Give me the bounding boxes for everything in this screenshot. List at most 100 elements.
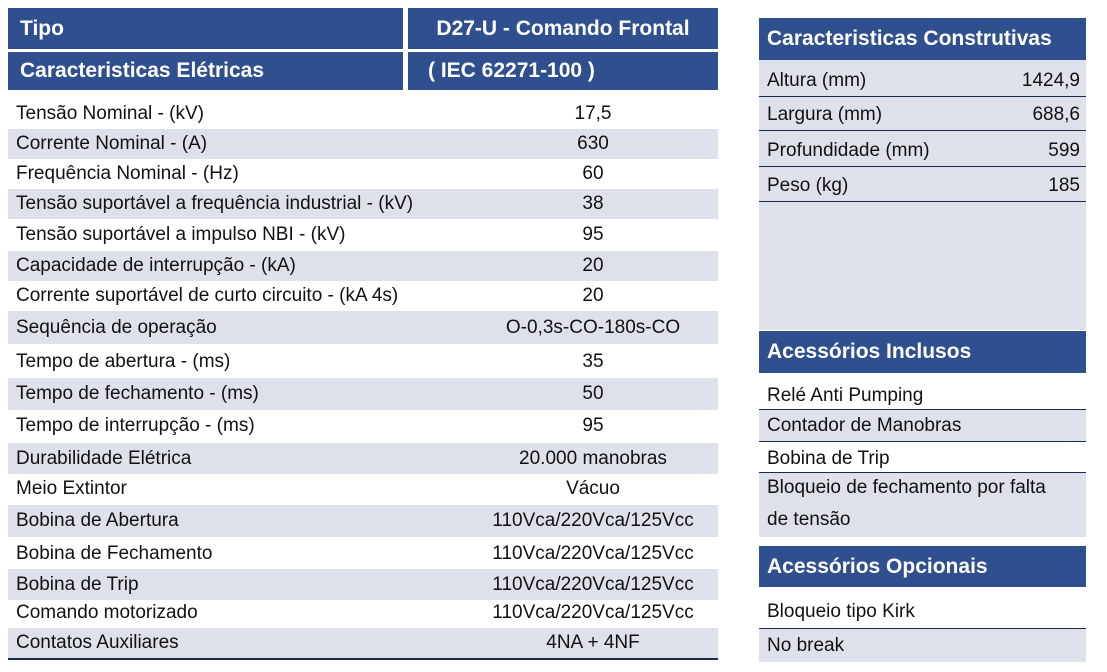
row-value: 110Vca/220Vca/125Vcc xyxy=(492,542,694,564)
opcionais-item: No break xyxy=(759,629,1086,662)
table-row: Tempo de abertura - (ms) 35 xyxy=(8,346,718,378)
table-row: Contatos Auxiliares 4NA + 4NF xyxy=(8,628,718,658)
construtivas-panel xyxy=(759,60,1086,330)
row-value: 95 xyxy=(582,224,604,245)
tipo-value: D27-U - Comando Frontal xyxy=(436,16,690,40)
row-value: Vácuo xyxy=(566,478,620,499)
standard-header: ( IEC 62271-100 ) xyxy=(408,52,718,90)
row-value: 185 xyxy=(1048,175,1080,196)
row-label: Contatos Auxiliares xyxy=(16,632,179,653)
inclusos-item: Bloqueio de fechamento por falta xyxy=(759,473,1086,503)
table-row: Durabilidade Elétrica 20.000 manobras xyxy=(8,443,718,474)
row-value: 95 xyxy=(582,415,604,436)
table-row: Tempo de interrupção - (ms) 95 xyxy=(8,410,718,442)
row-divider xyxy=(759,166,1086,167)
row-label: Meio Extintor xyxy=(16,478,127,499)
row-label: Bobina de Trip xyxy=(16,573,139,595)
row-label: Tempo de abertura - (ms) xyxy=(16,351,231,372)
row-value: 60 xyxy=(582,163,604,184)
row-divider xyxy=(759,409,1086,410)
row-value: 110Vca/220Vca/125Vcc xyxy=(492,602,694,623)
table-row: Comando motorizado 110Vca/220Vca/125Vcc xyxy=(8,599,718,627)
row-value: 4NA + 4NF xyxy=(546,632,640,653)
table-row: Meio Extintor Vácuo xyxy=(8,474,718,504)
tipo-label: Tipo xyxy=(20,16,64,40)
row-label: Sequência de operação xyxy=(16,316,217,338)
table-bottom-rule xyxy=(8,658,718,660)
inclusos-item: Relé Anti Pumping xyxy=(759,381,1086,411)
item-label: No break xyxy=(767,634,845,656)
opcionais-item: Bloqueio tipo Kirk xyxy=(759,597,1086,627)
construtivas-row: Profundidade (mm) 599 xyxy=(759,136,1086,166)
row-value: 20.000 manobras xyxy=(519,447,667,469)
opcionais-header: Acessórios Opcionais xyxy=(759,546,1086,587)
table-row: Corrente suportável de curto circuito - … xyxy=(8,281,718,311)
row-divider xyxy=(759,628,1086,629)
table-row: Frequência Nominal - (Hz) 60 xyxy=(8,159,718,189)
row-value: 20 xyxy=(582,255,604,276)
inclusos-item: Bobina de Trip xyxy=(759,444,1086,474)
section-label: Caracteristicas Elétricas xyxy=(20,59,264,82)
row-label: Tensão suportável a impulso NBI - (kV) xyxy=(16,224,346,245)
row-label: Largura (mm) xyxy=(767,104,883,125)
row-label: Corrente suportável de curto circuito - … xyxy=(16,285,399,306)
tipo-header: Tipo xyxy=(8,8,403,49)
row-value: 35 xyxy=(582,351,604,372)
item-label: Bloqueio de fechamento por falta xyxy=(767,477,1046,498)
row-label: Capacidade de interrupção - (kA) xyxy=(16,255,296,276)
item-label: Bloqueio tipo Kirk xyxy=(767,601,915,622)
row-divider xyxy=(759,130,1086,131)
row-label: Frequência Nominal - (Hz) xyxy=(16,163,239,184)
row-label: Peso (kg) xyxy=(767,175,849,196)
row-divider xyxy=(759,96,1086,97)
row-value: 110Vca/220Vca/125Vcc xyxy=(492,573,694,595)
construtivas-row: Peso (kg) 185 xyxy=(759,171,1086,201)
row-label: Tempo de interrupção - (ms) xyxy=(16,415,255,436)
inclusos-header: Acessórios Inclusos xyxy=(759,331,1086,373)
table-row: Tensão Nominal - (kV) 17,5 xyxy=(8,99,718,129)
row-divider xyxy=(759,201,1086,202)
tipo-value-header: D27-U - Comando Frontal xyxy=(408,8,718,49)
row-value: 20 xyxy=(582,285,604,306)
table-row: Tensão suportável a impulso NBI - (kV) 9… xyxy=(8,219,718,251)
inclusos-item: de tensão xyxy=(759,503,1086,537)
table-row: Tempo de fechamento - (ms) 50 xyxy=(8,378,718,410)
construtivas-header: Caracteristicas Construtivas xyxy=(759,18,1086,60)
row-label: Altura (mm) xyxy=(767,70,867,91)
table-row: Bobina de Abertura 110Vca/220Vca/125Vcc xyxy=(8,505,718,537)
construtivas-title: Caracteristicas Construtivas xyxy=(767,27,1052,50)
inclusos-item: Contador de Manobras xyxy=(759,410,1086,441)
row-label: Bobina de Fechamento xyxy=(16,542,213,564)
row-label: Profundidade (mm) xyxy=(767,140,930,161)
row-divider xyxy=(759,441,1086,442)
section-header: Caracteristicas Elétricas xyxy=(8,52,403,90)
inclusos-title: Acessórios Inclusos xyxy=(767,340,972,363)
row-label: Corrente Nominal - (A) xyxy=(16,133,208,154)
row-label: Tensão Nominal - (kV) xyxy=(16,103,204,124)
row-value: 1424,9 xyxy=(1021,70,1080,91)
row-value: 688,6 xyxy=(1032,104,1080,125)
row-value: 38 xyxy=(582,193,604,214)
row-value: 17,5 xyxy=(574,103,612,124)
construtivas-row: Largura (mm) 688,6 xyxy=(759,100,1086,130)
row-label: Tensão suportável a frequência industria… xyxy=(16,193,414,214)
item-label: Bobina de Trip xyxy=(767,448,890,469)
row-label: Comando motorizado xyxy=(16,602,198,623)
construtivas-row: Altura (mm) 1424,9 xyxy=(759,66,1086,96)
table-row: Capacidade de interrupção - (kA) 20 xyxy=(8,251,718,281)
table-row: Bobina de Fechamento 110Vca/220Vca/125Vc… xyxy=(8,538,718,569)
row-value: 50 xyxy=(582,383,604,404)
row-label: Tempo de fechamento - (ms) xyxy=(16,383,259,404)
row-value: 630 xyxy=(577,133,609,154)
item-label: de tensão xyxy=(767,509,851,530)
table-row: Corrente Nominal - (A) 630 xyxy=(8,129,718,159)
row-value: O-0,3s-CO-180s-CO xyxy=(505,316,681,338)
row-divider xyxy=(759,472,1086,473)
table-row: Bobina de Trip 110Vca/220Vca/125Vcc xyxy=(8,569,718,600)
standard-label: ( IEC 62271-100 ) xyxy=(428,59,595,82)
item-label: Contador de Manobras xyxy=(767,414,962,436)
table-row: Tensão suportável a frequência industria… xyxy=(8,189,718,219)
row-label: Bobina de Abertura xyxy=(16,510,179,531)
item-label: Relé Anti Pumping xyxy=(767,385,924,406)
row-value: 110Vca/220Vca/125Vcc xyxy=(492,510,694,531)
